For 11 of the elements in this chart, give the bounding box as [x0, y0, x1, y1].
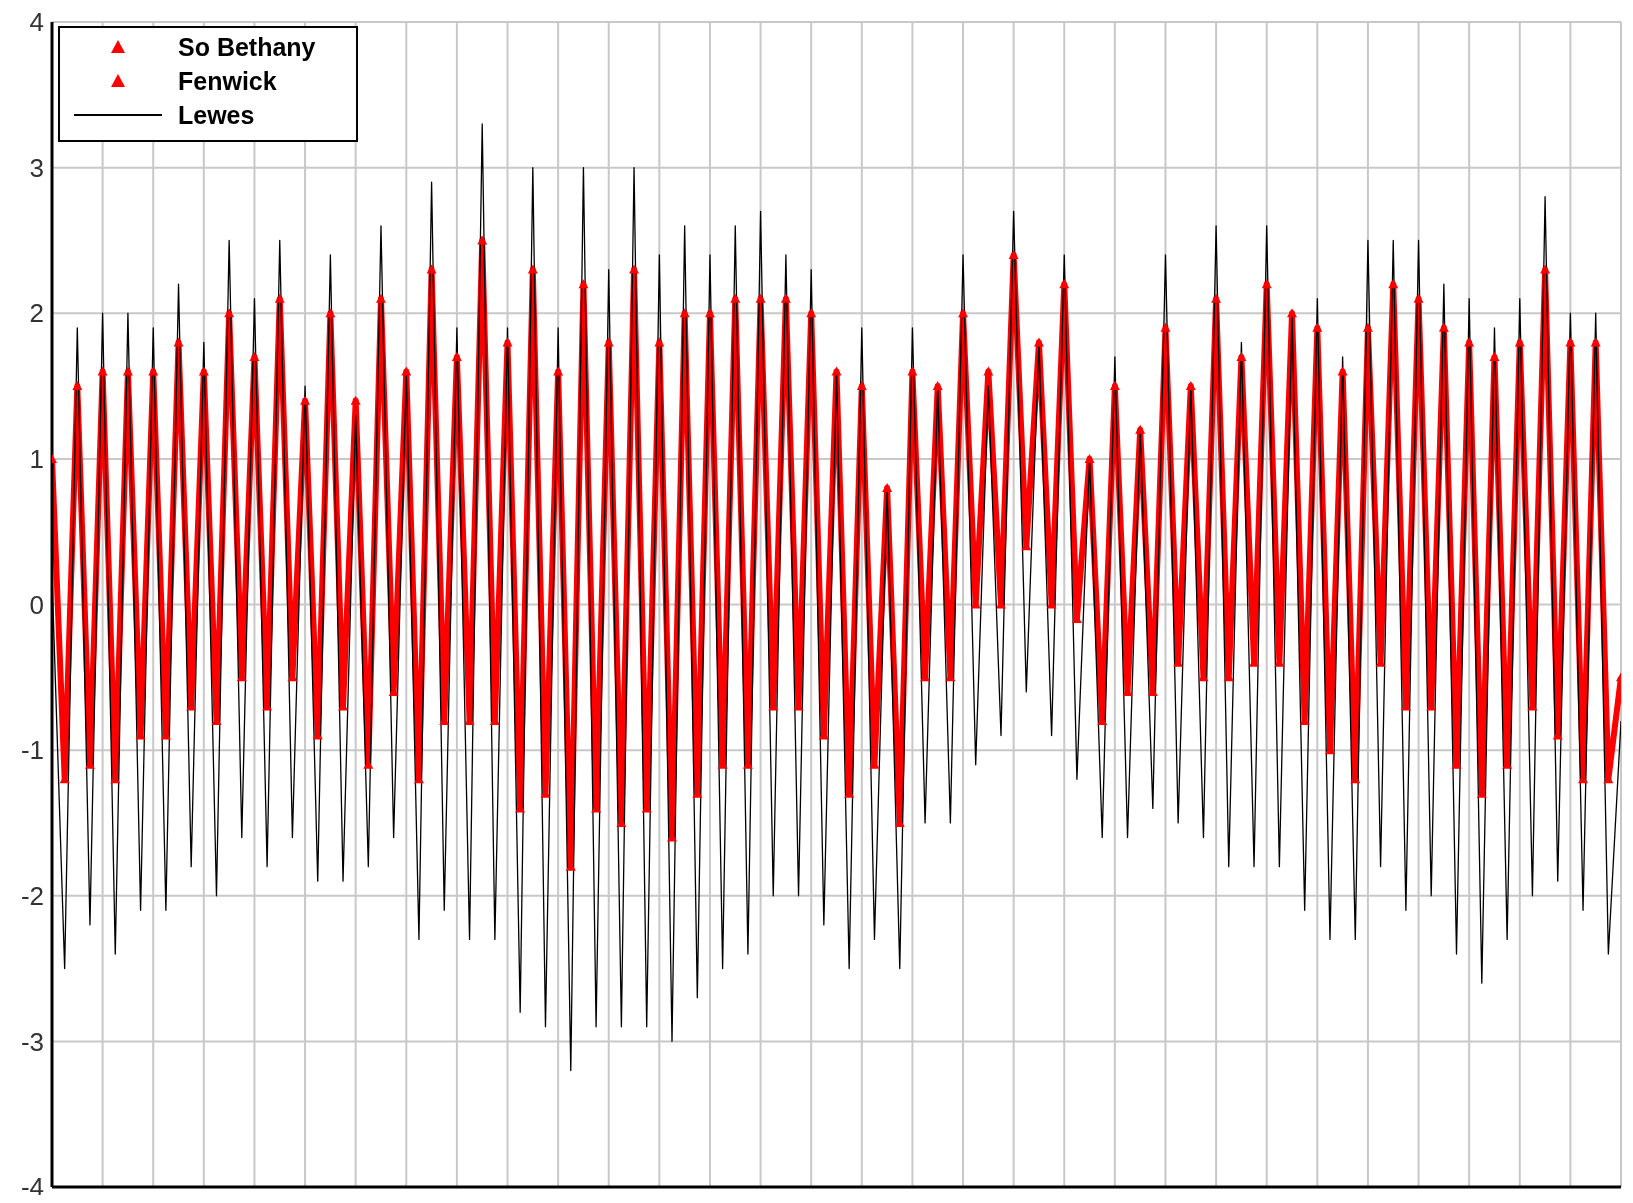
- y-tick-label: -1: [20, 735, 44, 766]
- y-tick-label: 2: [29, 298, 44, 329]
- legend-label: Lewes: [178, 100, 255, 130]
- y-tick-label: 1: [29, 444, 44, 475]
- legend-label: Fenwick: [178, 66, 277, 96]
- y-tick-label: 3: [29, 152, 44, 183]
- y-tick-label: -3: [20, 1026, 44, 1057]
- legend-label: So Bethany: [178, 32, 316, 62]
- y-tick-label: 0: [29, 589, 44, 620]
- y-tick-label: 4: [29, 7, 44, 38]
- y-tick-label: -2: [20, 880, 44, 911]
